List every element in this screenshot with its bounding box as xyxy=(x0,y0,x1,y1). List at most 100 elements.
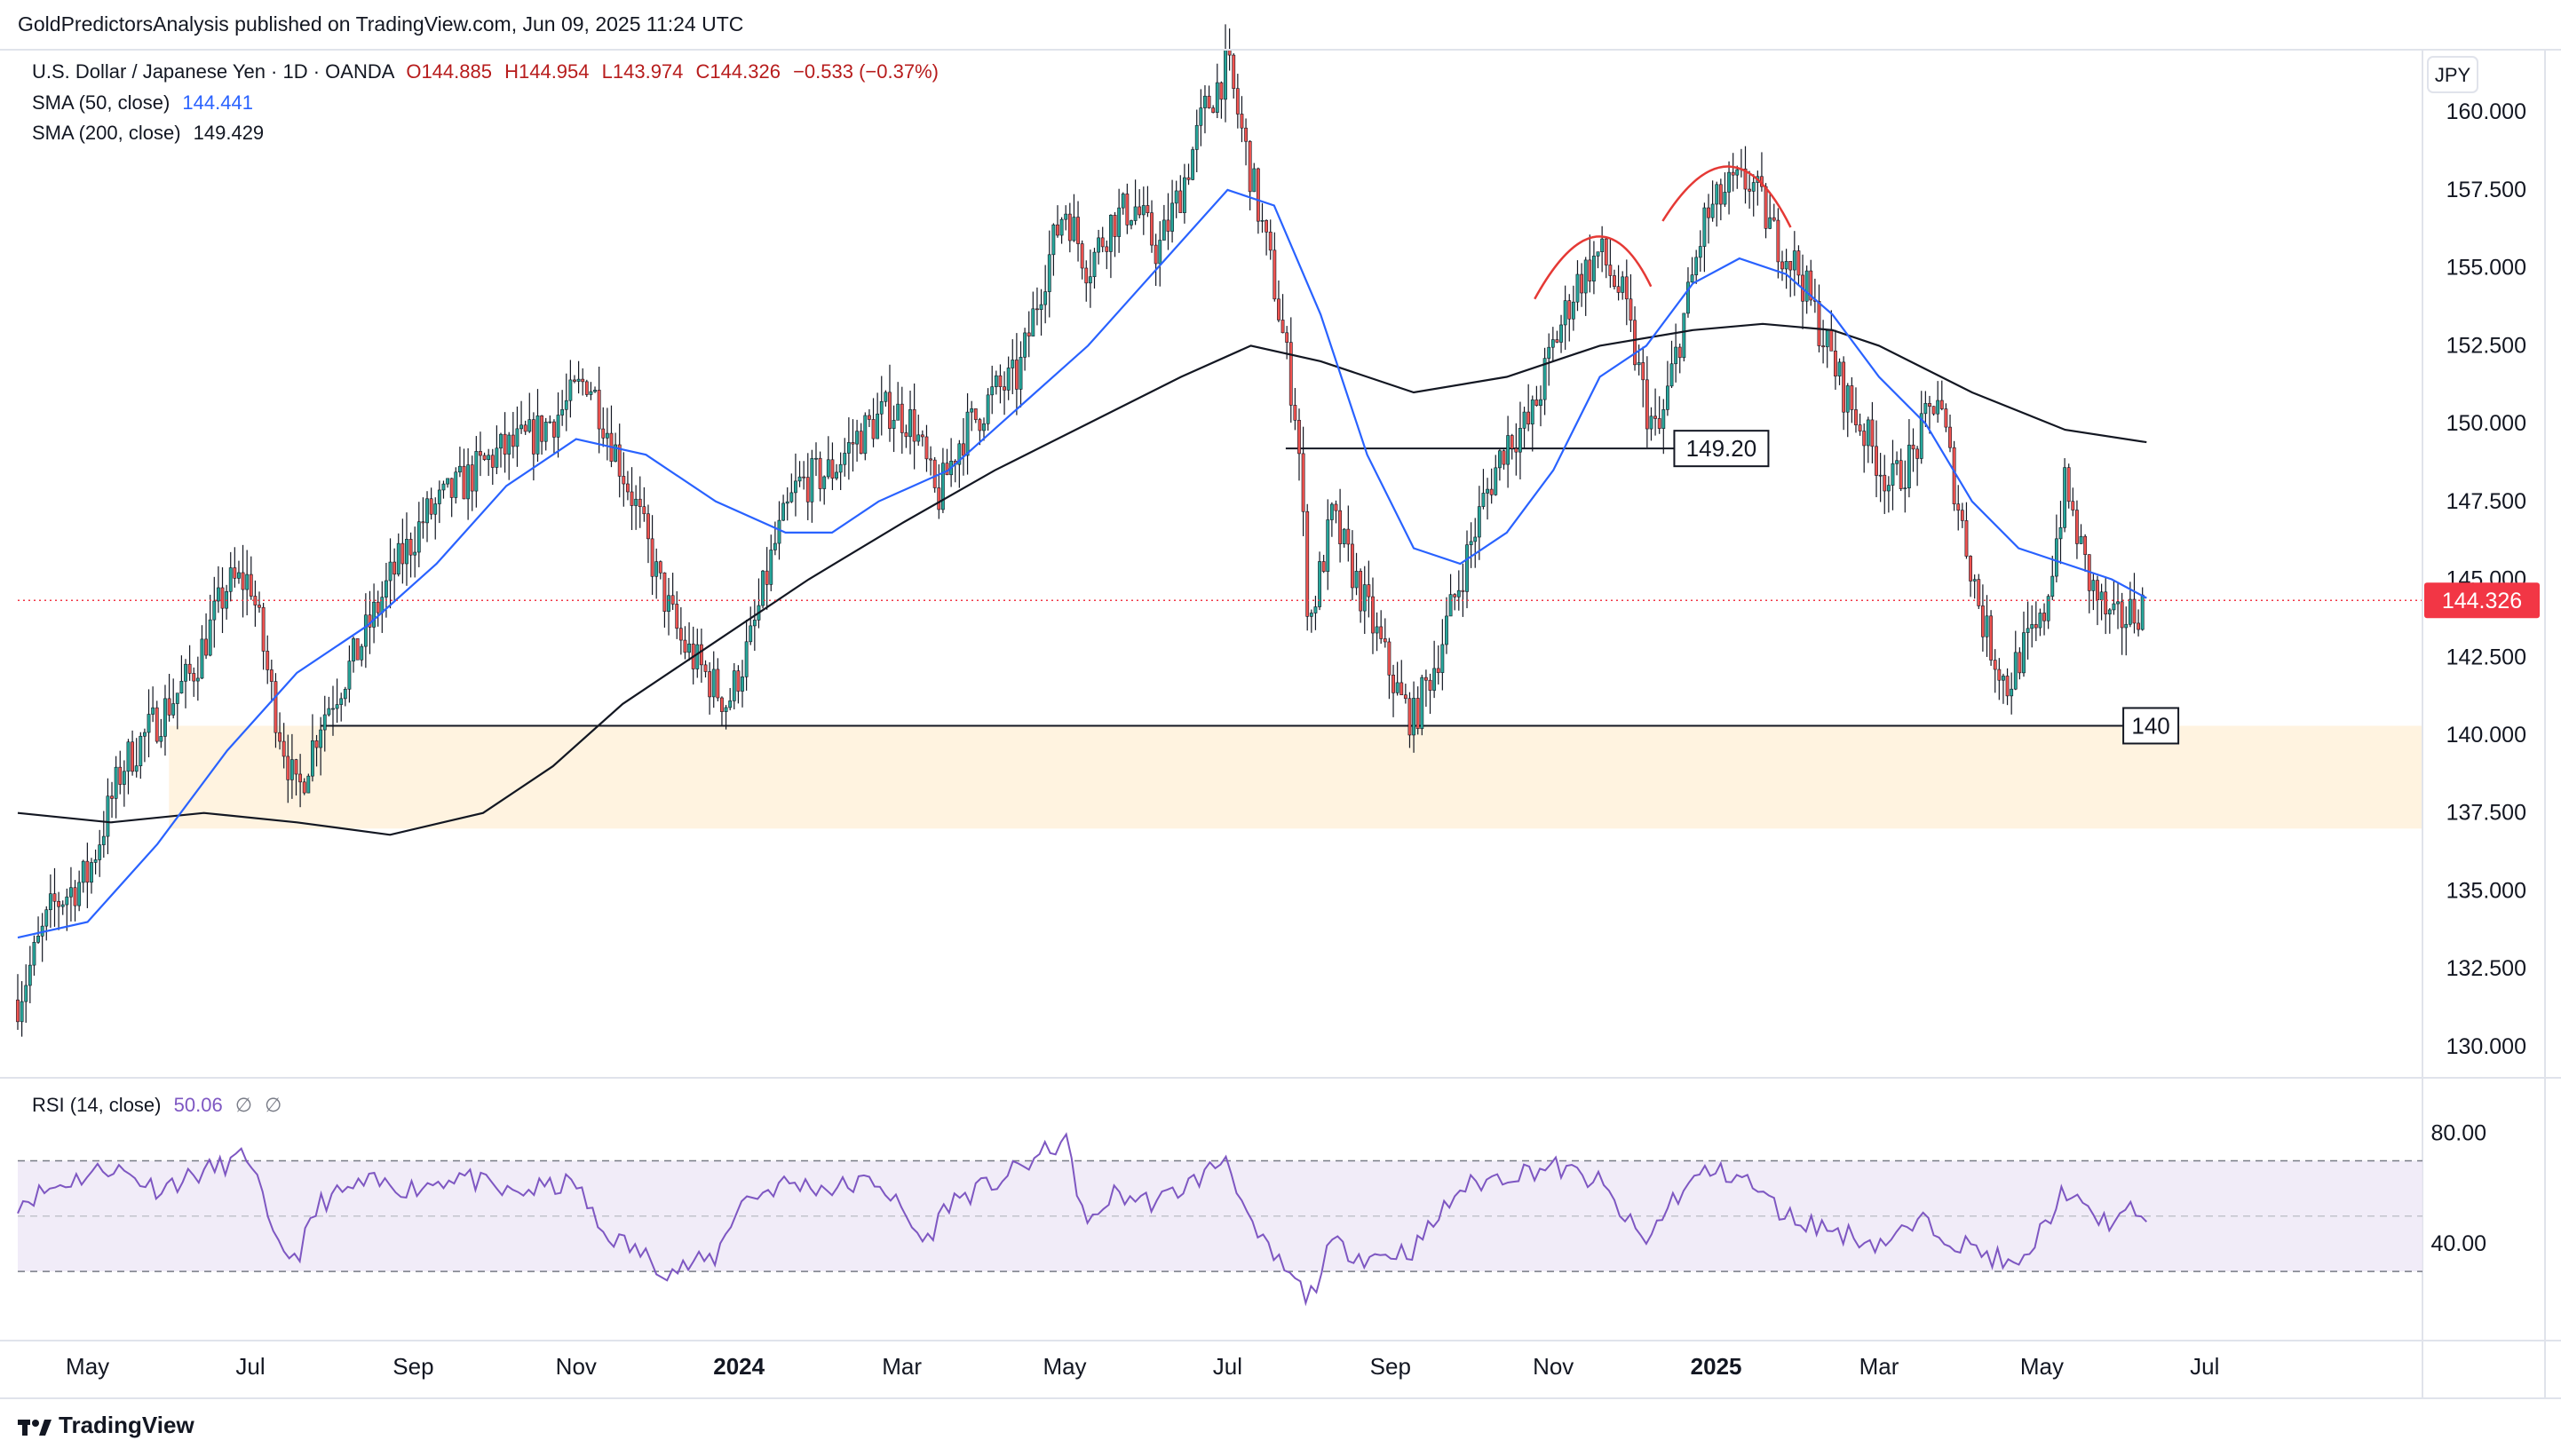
candle-body xyxy=(970,408,974,413)
ohlc-change: −0.533 (−0.37%) xyxy=(793,60,939,83)
candle-body xyxy=(2034,624,2038,629)
candle-body xyxy=(48,893,52,911)
candle-body xyxy=(1510,435,1514,449)
candle-body xyxy=(311,740,314,777)
candle-body xyxy=(261,606,266,652)
candle-body xyxy=(449,478,454,498)
candle-body xyxy=(1067,213,1072,241)
candle-body xyxy=(462,465,466,500)
candle-body xyxy=(1588,259,1592,281)
candle-body xyxy=(2132,598,2137,624)
candle-body xyxy=(2112,603,2116,611)
level-149-box xyxy=(1673,430,1770,468)
candle-body xyxy=(769,550,773,585)
candle-body xyxy=(617,444,622,477)
candle-body xyxy=(1182,177,1186,213)
candle-body xyxy=(437,489,441,504)
candle-body xyxy=(1780,261,1784,270)
x-tick-label: Sep xyxy=(392,1353,433,1380)
symbol-text[interactable]: U.S. Dollar / Japanese Yen · 1D · OANDA xyxy=(32,60,394,83)
x-tick-label: Sep xyxy=(1370,1353,1411,1380)
candle-body xyxy=(1764,186,1768,229)
candle-body xyxy=(511,434,515,447)
candle-body xyxy=(876,413,880,439)
candle-body xyxy=(1944,408,1948,428)
candle-body xyxy=(2071,501,2075,510)
candle-body xyxy=(204,638,208,656)
candle-body xyxy=(1641,362,1645,381)
candle-body xyxy=(1608,265,1613,276)
candle-body xyxy=(1354,571,1359,589)
candle-body xyxy=(1502,450,1506,465)
candle-body xyxy=(1952,447,1956,504)
candle-body xyxy=(564,400,568,410)
candle-body xyxy=(1252,168,1257,193)
candle-body xyxy=(118,766,123,785)
candle-body xyxy=(560,408,565,415)
y-tick-label: 150.000 xyxy=(2446,411,2526,436)
sma50-line xyxy=(17,188,2147,939)
candle-body xyxy=(835,471,838,479)
candle-body xyxy=(1342,528,1346,544)
candle-body xyxy=(1301,453,1305,512)
sma50-label: SMA (50, close) xyxy=(32,91,170,114)
candle-body xyxy=(1334,503,1338,511)
candle-body xyxy=(1621,276,1625,293)
ohlc-low: L143.974 xyxy=(601,60,684,83)
ohlc-open: O144.885 xyxy=(406,60,492,83)
sma200-legend[interactable]: SMA (200, close) 149.429 xyxy=(32,122,264,145)
candle-body xyxy=(1432,668,1437,691)
rsi-legend[interactable]: RSI (14, close) 50.06 ∅ ∅ xyxy=(32,1094,281,1117)
candle-body xyxy=(535,415,540,455)
footer-brand[interactable]: TradingView xyxy=(18,1412,194,1439)
candle-body xyxy=(372,601,377,628)
currency-box[interactable] xyxy=(2427,56,2478,93)
candle-body xyxy=(32,942,36,966)
candle-body xyxy=(1866,419,1870,447)
candle-body xyxy=(253,596,258,605)
candle-body xyxy=(1072,217,1076,241)
candle-body xyxy=(957,443,962,465)
candle-body xyxy=(1845,385,1850,413)
candle-body xyxy=(650,538,654,577)
candle-body xyxy=(1657,418,1661,429)
candle-body xyxy=(711,669,716,698)
candle-body xyxy=(986,394,990,424)
candle-body xyxy=(605,432,609,439)
candle-body xyxy=(1375,626,1379,634)
candle-body xyxy=(1804,270,1809,302)
candle-body xyxy=(490,455,495,468)
candle-body xyxy=(1604,238,1608,265)
candle-body xyxy=(151,707,155,715)
candle-body xyxy=(1613,275,1616,288)
candle-body xyxy=(732,670,736,701)
x-tick-label: Nov xyxy=(1533,1353,1574,1380)
candle-body xyxy=(662,572,667,612)
candle-body xyxy=(1150,212,1154,246)
candle-body xyxy=(1113,215,1117,237)
candle-body xyxy=(286,756,290,780)
price-tag xyxy=(2424,582,2540,619)
candle-body xyxy=(1059,218,1064,236)
candle-body xyxy=(1633,320,1637,366)
candle-body xyxy=(1265,219,1269,233)
candle-body xyxy=(1674,346,1678,365)
candle-body xyxy=(1351,543,1354,589)
candle-body xyxy=(1359,571,1363,612)
candle-body xyxy=(208,619,212,656)
candle-body xyxy=(171,703,176,716)
candle-body xyxy=(1277,298,1280,320)
candle-body xyxy=(1788,261,1793,271)
candle-body xyxy=(1318,561,1321,607)
candle-body xyxy=(306,775,311,794)
candle-body xyxy=(466,464,471,500)
candle-body xyxy=(425,498,429,524)
candle-body xyxy=(1240,114,1244,129)
candle-body xyxy=(1964,520,1969,557)
candle-body xyxy=(658,561,662,574)
candle-body xyxy=(982,423,986,431)
candle-body xyxy=(114,766,118,799)
candle-body xyxy=(630,491,634,506)
candle-body xyxy=(216,587,220,602)
sma50-legend[interactable]: SMA (50, close) 144.441 xyxy=(32,91,253,115)
